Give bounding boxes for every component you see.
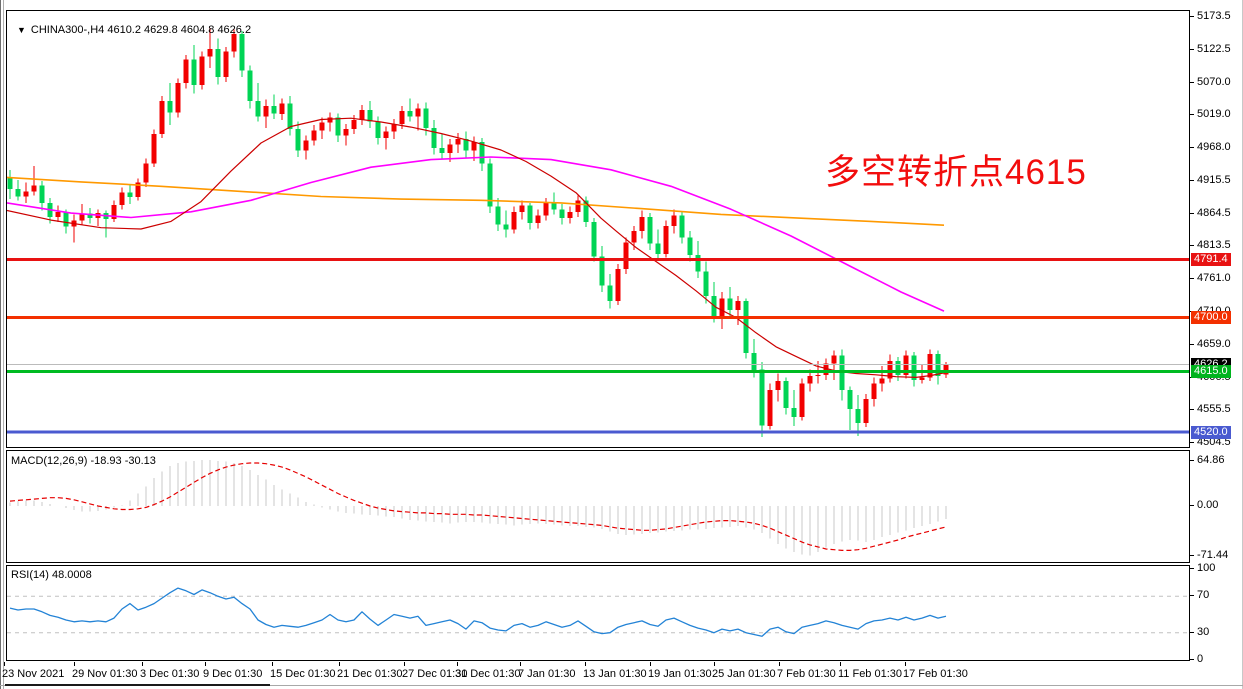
time-axis-label: 17 Feb 01:30 (903, 668, 968, 680)
time-axis-tick (272, 662, 273, 666)
time-axis-tick (520, 662, 521, 666)
price-axis-tick (1190, 16, 1194, 17)
price-axis-label: 4864.5 (1197, 206, 1231, 219)
time-axis-tick (779, 662, 780, 666)
rsi-line (9, 587, 947, 637)
time-axis-label: 25 Jan 01:30 (712, 668, 776, 680)
time-axis-tick (339, 662, 340, 666)
window-bottom-edge (0, 685, 1243, 686)
time-axis-tick (714, 662, 715, 666)
price-chart-panel[interactable]: ▼ CHINA300-,H4 4610.2 4629.8 4604.8 4626.… (6, 10, 1190, 448)
rsi-axis-tick (1190, 595, 1194, 597)
price-axis-tick (1190, 278, 1194, 280)
price-axis-label: 4915.5 (1197, 173, 1231, 186)
price-axis-label: 4813.5 (1197, 239, 1231, 252)
time-axis-tick (905, 662, 906, 666)
macd-axis-tick (1190, 505, 1194, 506)
price-axis-tick (1190, 48, 1194, 50)
macd-label: MACD(12,26,9) -18.93 -30.13 (11, 455, 156, 467)
symbol-dropdown-icon[interactable]: ▼ (17, 25, 26, 35)
price-badge-4520.0: 4520.0 (1191, 425, 1231, 439)
macd-axis-label: 0.00 (1197, 499, 1219, 511)
window-left-edge (0, 0, 1, 689)
time-axis-label: 11 Feb 01:30 (838, 668, 903, 680)
time-axis-label: 9 Dec 01:30 (203, 668, 263, 680)
price-badge-4791.4: 4791.4 (1191, 252, 1231, 266)
time-axis-tick (840, 662, 841, 666)
rsi-axis-tick (1190, 659, 1194, 660)
price-axis-tick (1190, 147, 1194, 149)
rsi-label: RSI(14) 48.0008 (11, 569, 92, 581)
price-badge-4615.0: 4615.0 (1191, 365, 1231, 379)
time-axis-label: 13 Jan 01:30 (583, 668, 647, 680)
price-axis-label: 5122.5 (1197, 42, 1231, 55)
time-axis-label: 27 Dec 01:30 (402, 668, 468, 680)
time-axis-tick (74, 662, 75, 666)
rsi-axis-label: 0 (1197, 653, 1204, 665)
time-axis-label: 7 Feb 01:30 (777, 668, 836, 680)
price-axis-label: 4504.5 (1197, 436, 1231, 448)
time-axis-tick (142, 662, 143, 666)
annotation-text[interactable]: 多空转折点4615 (825, 153, 1087, 192)
time-axis-label: 31 Dec 01:30 (455, 668, 521, 680)
macd-axis-tick (1190, 460, 1194, 461)
rsi-axis-label: 100 (1197, 562, 1216, 574)
price-axis-tick (1190, 81, 1194, 83)
price-badge-4700.0: 4700.0 (1191, 311, 1231, 324)
chart-title-text: CHINA300-,H4 4610.2 4629.8 4604.8 4626.2 (30, 24, 252, 36)
chart-title: ▼ CHINA300-,H4 4610.2 4629.8 4604.8 4626.… (17, 24, 251, 36)
macd-panel[interactable]: MACD(12,26,9) -18.93 -30.13 (6, 450, 1190, 563)
rsi-axis-tick (1190, 568, 1194, 569)
price-axis-label: 5070.0 (1197, 75, 1231, 88)
price-axis-tick (1190, 179, 1194, 181)
time-axis-label: 29 Nov 01:30 (72, 668, 138, 680)
rsi-axis-label: 70 (1197, 589, 1210, 602)
rsi-chart[interactable] (7, 566, 1189, 660)
window-left-edge-inner (3, 0, 4, 689)
price-axis-tick (1190, 343, 1194, 345)
price-axis-tick (1190, 442, 1194, 443)
macd-chart[interactable] (7, 451, 1189, 562)
time-axis-label: 21 Dec 01:30 (337, 668, 403, 680)
price-axis-tick (1190, 245, 1194, 247)
ma-mid-line (7, 156, 945, 312)
price-axis-label: 5173.5 (1197, 10, 1231, 22)
time-axis-tick (650, 662, 651, 666)
time-axis-label: 3 Dec 01:30 (140, 668, 200, 680)
time-axis-tick (404, 662, 405, 666)
rsi-panel[interactable]: RSI(14) 48.0008 (6, 565, 1190, 661)
macd-axis-label: -71.44 (1197, 548, 1229, 561)
window-bottom-edge-dark-segment (5, 684, 270, 686)
price-axis-label: 4555.5 (1197, 403, 1231, 416)
time-axis-label: 19 Jan 01:30 (648, 668, 712, 680)
rsi-axis-label: 30 (1197, 625, 1210, 638)
time-axis-tick (585, 662, 586, 666)
price-axis-tick (1190, 212, 1194, 214)
macd-signal-line (9, 462, 947, 552)
price-axis-label: 4968.0 (1197, 141, 1231, 154)
time-axis-tick (457, 662, 458, 666)
macd-axis-tick (1190, 554, 1194, 556)
time-axis-tick (205, 662, 206, 666)
ma-slow-line (7, 176, 945, 226)
time-axis-tick (4, 662, 5, 666)
time-axis-label: 23 Nov 2021 (2, 668, 65, 680)
price-axis-tick (1190, 114, 1194, 116)
price-axis-label: 4659.0 (1197, 337, 1231, 350)
time-axis-label: 15 Dec 01:30 (270, 668, 336, 680)
time-axis-label: 7 Jan 01:30 (518, 668, 576, 680)
price-axis-label: 5019.0 (1197, 108, 1231, 121)
price-axis-label: 4761.0 (1197, 272, 1231, 285)
candlestick-chart[interactable] (7, 11, 1189, 447)
price-axis-tick (1190, 409, 1194, 411)
macd-axis-label: 64.86 (1197, 454, 1225, 466)
rsi-axis-tick (1190, 631, 1194, 633)
